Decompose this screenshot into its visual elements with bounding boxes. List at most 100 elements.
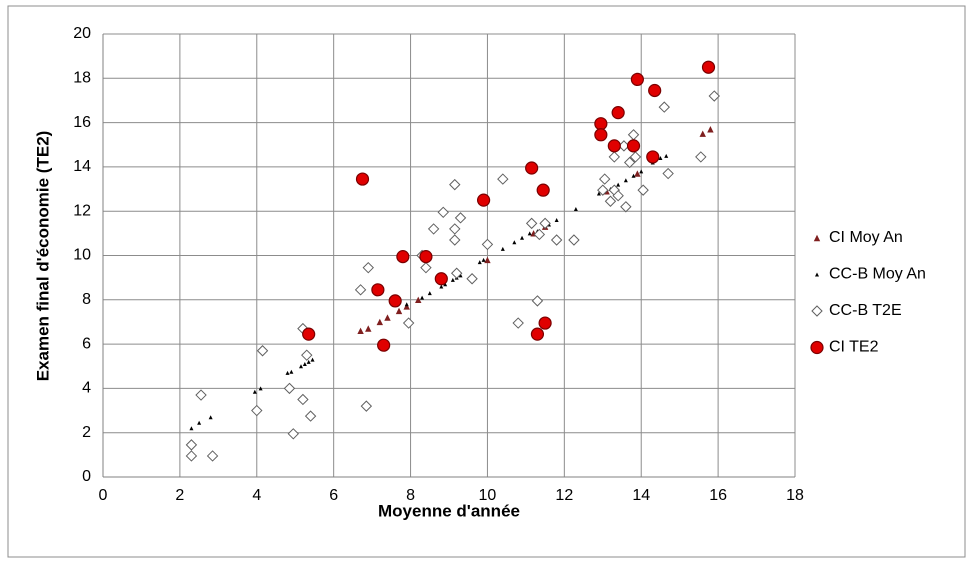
point: [450, 267, 463, 279]
point: [437, 206, 449, 219]
point: [419, 250, 433, 264]
y-tick-label: 12: [73, 202, 91, 219]
point: [258, 386, 263, 391]
point: [304, 410, 317, 422]
point: [634, 170, 641, 177]
point: [520, 235, 525, 240]
point: [484, 256, 491, 264]
point: [604, 195, 617, 207]
point: [427, 223, 440, 235]
point: [533, 228, 546, 241]
point: [466, 273, 478, 285]
point: [458, 273, 463, 278]
x-tick-label: 16: [709, 487, 727, 504]
point: [594, 128, 608, 142]
point: [658, 101, 670, 113]
point: [530, 327, 545, 341]
point: [664, 153, 669, 158]
point: [477, 260, 482, 265]
point: [287, 428, 300, 440]
point: [658, 156, 663, 161]
y-tick-label: 4: [82, 380, 91, 397]
point: [525, 161, 539, 175]
point: [396, 250, 410, 264]
y-tick-label: 16: [73, 114, 91, 131]
point: [439, 284, 444, 289]
legend-label: CI Moy An: [829, 229, 903, 246]
point: [301, 349, 313, 361]
point: [512, 240, 517, 245]
point: [283, 382, 296, 395]
x-axis-title: Moyenne d'année: [378, 501, 520, 520]
legend-marker: [810, 340, 824, 355]
x-tick-label: 8: [406, 487, 415, 504]
y-tick-label: 6: [82, 335, 91, 352]
point: [608, 151, 621, 163]
point: [497, 173, 509, 185]
x-tick-label: 6: [329, 487, 338, 504]
point: [481, 238, 494, 251]
point: [302, 327, 316, 341]
point: [285, 370, 290, 375]
chart-frame: [7, 5, 966, 558]
point: [449, 223, 461, 235]
point: [630, 72, 644, 87]
point: [376, 318, 383, 326]
point: [377, 338, 391, 352]
point: [449, 234, 461, 246]
point: [538, 316, 552, 330]
legend-label: CC-B T2E: [829, 302, 902, 319]
point: [450, 277, 455, 282]
x-tick-label: 14: [632, 487, 650, 504]
point: [365, 325, 372, 332]
point: [402, 317, 415, 329]
point: [360, 400, 373, 412]
point: [206, 450, 219, 462]
point: [481, 257, 486, 262]
y-tick-label: 14: [73, 158, 91, 175]
point: [189, 426, 194, 431]
point: [707, 126, 714, 133]
y-axis-title: Examen final d'économie (TE2): [33, 131, 52, 382]
point: [568, 234, 580, 246]
point: [612, 189, 624, 202]
point: [539, 217, 551, 230]
point: [708, 90, 720, 102]
point: [620, 201, 632, 213]
point: [388, 294, 402, 308]
point: [550, 234, 563, 246]
legend-label: CI TE2: [829, 339, 879, 356]
point: [536, 183, 550, 197]
point: [395, 307, 403, 315]
y-tick-label: 10: [73, 247, 91, 264]
point: [302, 362, 307, 367]
point: [306, 359, 311, 364]
point: [701, 60, 716, 74]
point: [355, 172, 370, 186]
point: [371, 283, 385, 297]
point: [197, 420, 202, 425]
point: [449, 178, 461, 191]
legend-marker: [811, 305, 823, 317]
point: [185, 450, 198, 462]
point: [420, 261, 432, 274]
point: [357, 327, 364, 335]
point: [594, 117, 608, 131]
point: [554, 218, 559, 223]
point: [629, 151, 642, 163]
point: [527, 231, 532, 236]
x-tick-label: 12: [555, 487, 573, 504]
point: [662, 167, 674, 180]
point: [252, 389, 257, 394]
point: [648, 83, 662, 98]
point: [251, 404, 263, 417]
point: [525, 217, 538, 230]
point: [404, 302, 409, 307]
point: [420, 295, 425, 300]
y-tick-label: 18: [73, 70, 91, 87]
legend-marker: [813, 234, 821, 242]
y-tick-label: 8: [82, 291, 91, 308]
point: [298, 364, 303, 369]
